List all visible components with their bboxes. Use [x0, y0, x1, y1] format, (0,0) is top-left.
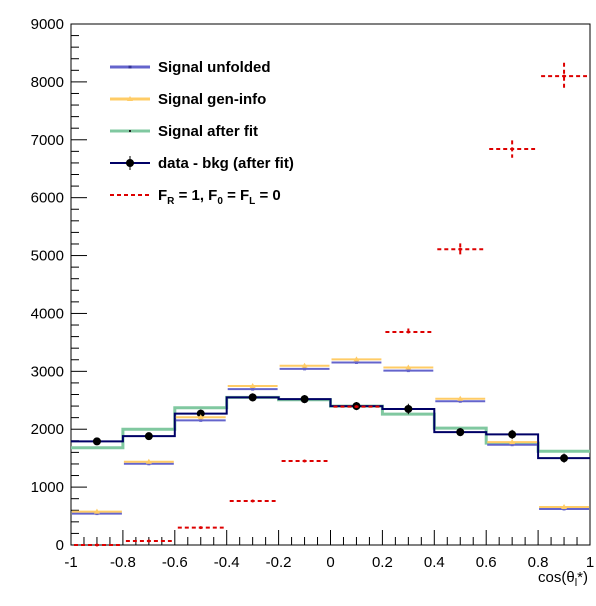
x-tick-label: 0.2 [372, 554, 393, 571]
data-point [144, 432, 153, 441]
y-tick-label: 2000 [31, 421, 64, 438]
y-tick-label: 6000 [31, 190, 64, 207]
x-tick-label: -0.4 [214, 554, 240, 571]
legend-label: data - bkg (after fit) [158, 155, 294, 172]
x-tick-label: 0 [326, 554, 334, 571]
x-tick-label: -0.2 [266, 554, 292, 571]
signal-marker [353, 356, 360, 362]
x-axis-label: cos(θl*) [538, 569, 588, 589]
y-tick-label: 0 [56, 537, 64, 554]
legend-label-part: F [158, 187, 167, 204]
data-point [456, 428, 465, 437]
signal-marker [354, 360, 358, 364]
signal-marker [145, 458, 152, 464]
signal-marker [458, 399, 462, 403]
model-point [251, 499, 255, 503]
x-axis-label-main: cos(θ [538, 569, 575, 586]
x-tick-label: 0.4 [424, 554, 445, 571]
y-tick-label: 7000 [31, 132, 64, 149]
legend-label-subscript: R [167, 196, 175, 207]
signal-marker [509, 439, 516, 445]
model-point [458, 247, 462, 251]
legend-entry: Signal unfolded [110, 59, 271, 76]
legend-swatch-marker [128, 65, 132, 69]
data-point [196, 409, 205, 418]
legend-swatch-marker [127, 96, 133, 101]
plot-frame [70, 23, 591, 546]
x-tick-label: 1 [586, 554, 594, 571]
legend-label-subscript: L [249, 196, 255, 207]
x-tick-label: -1 [64, 554, 77, 571]
signal-marker [199, 418, 203, 422]
legend-label-part: = F [223, 187, 249, 204]
model-point [95, 543, 99, 547]
model-point [303, 459, 307, 463]
signal-marker [301, 362, 308, 368]
legend: Signal unfolded Signal gen-info Signal aft… [110, 59, 294, 207]
y-tick-label: 1000 [31, 479, 64, 496]
data-point [508, 430, 517, 439]
legend-swatch-marker [126, 159, 134, 167]
x-tick-label: 0.6 [476, 554, 497, 571]
legend-label: Signal unfolded [158, 59, 271, 76]
signal-marker [251, 387, 255, 391]
legend-label-subscript: 0 [217, 196, 223, 207]
legend-label: Signal gen-info [158, 91, 266, 108]
y-tick-label: 5000 [31, 248, 64, 265]
data-point [248, 393, 257, 402]
legend-label-part: = 1, F [174, 187, 217, 204]
signal-marker [457, 395, 464, 401]
legend-entry: data - bkg (after fit) [110, 155, 294, 172]
x-axis-label-end: *) [577, 569, 588, 586]
signal-marker [249, 382, 256, 388]
x-tick-label: -0.8 [110, 554, 136, 571]
x-tick-label: -0.6 [162, 554, 188, 571]
legend-entry: FR = 1, F0 = FL = 0 [110, 187, 281, 207]
x-tick-label: 0.8 [528, 554, 549, 571]
signal-marker [197, 414, 204, 420]
axes: -1 -0.8 -0.6 -0.4 -0.2 0 0.2 0.4 0.6 0.8 1 0 1000 200… [31, 16, 595, 571]
y-tick-label: 9000 [31, 16, 64, 33]
signal-marker [406, 369, 410, 373]
y-tick-label: 4000 [31, 305, 64, 322]
data-point [404, 404, 413, 413]
data-point [300, 395, 309, 404]
legend-label: FR = 1, F0 = FL = 0 [158, 187, 281, 207]
data-point [560, 454, 569, 463]
legend-swatch-marker [129, 130, 131, 132]
signal-marker [303, 367, 307, 371]
model-point [510, 147, 514, 151]
y-tick-label: 3000 [31, 363, 64, 380]
legend-label: Signal after fit [158, 123, 258, 140]
signal-marker [405, 364, 412, 370]
y-tick-label: 8000 [31, 74, 64, 91]
signal-marker [93, 508, 100, 514]
model-point [199, 526, 203, 530]
model-point [406, 330, 410, 334]
series-step-line [71, 396, 590, 460]
signal-marker [510, 443, 514, 447]
model-point [354, 405, 358, 409]
model-point [562, 74, 566, 78]
data-point [92, 437, 101, 446]
signal-marker [561, 503, 568, 509]
plot-area [71, 62, 590, 547]
model-point [147, 539, 151, 543]
x-axis-label-subscript: l [575, 577, 577, 589]
legend-label-part: = 0 [255, 187, 280, 204]
legend-entry: Signal after fit [110, 123, 258, 140]
legend-entry: Signal gen-info [110, 91, 266, 108]
